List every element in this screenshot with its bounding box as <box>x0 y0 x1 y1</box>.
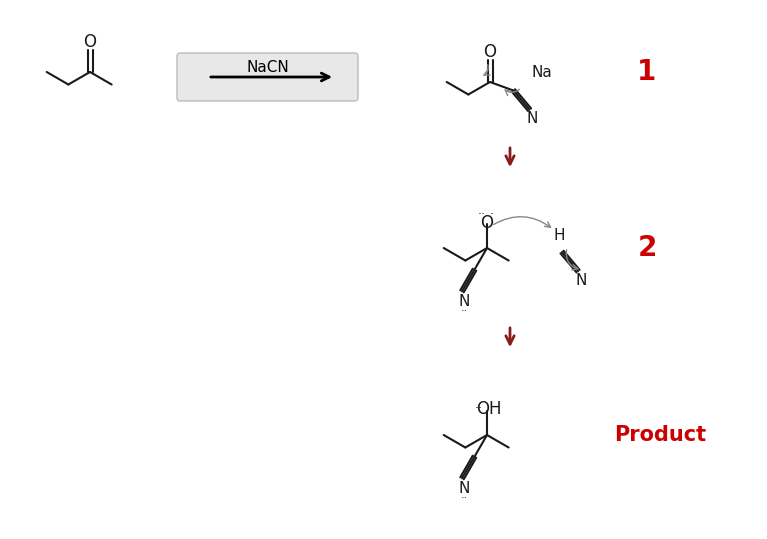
Text: H: H <box>553 229 565 244</box>
Text: ·: · <box>490 209 494 222</box>
Text: N: N <box>527 111 538 126</box>
Text: O: O <box>480 214 493 232</box>
Text: N: N <box>575 273 587 288</box>
Text: 2: 2 <box>637 234 657 262</box>
Text: O: O <box>84 33 97 51</box>
Text: N: N <box>459 481 469 496</box>
Text: Product: Product <box>614 425 706 445</box>
Text: OH: OH <box>476 400 502 418</box>
Text: ··: ·· <box>475 403 483 416</box>
Text: ··: ·· <box>460 306 468 316</box>
FancyBboxPatch shape <box>177 53 358 101</box>
Text: ··: ·· <box>460 493 468 503</box>
Text: ··: ·· <box>478 209 486 222</box>
Text: O: O <box>483 43 496 61</box>
Text: Na: Na <box>531 65 552 80</box>
Text: N: N <box>459 294 469 309</box>
Text: 1: 1 <box>637 58 657 86</box>
Text: NaCN: NaCN <box>246 59 289 74</box>
